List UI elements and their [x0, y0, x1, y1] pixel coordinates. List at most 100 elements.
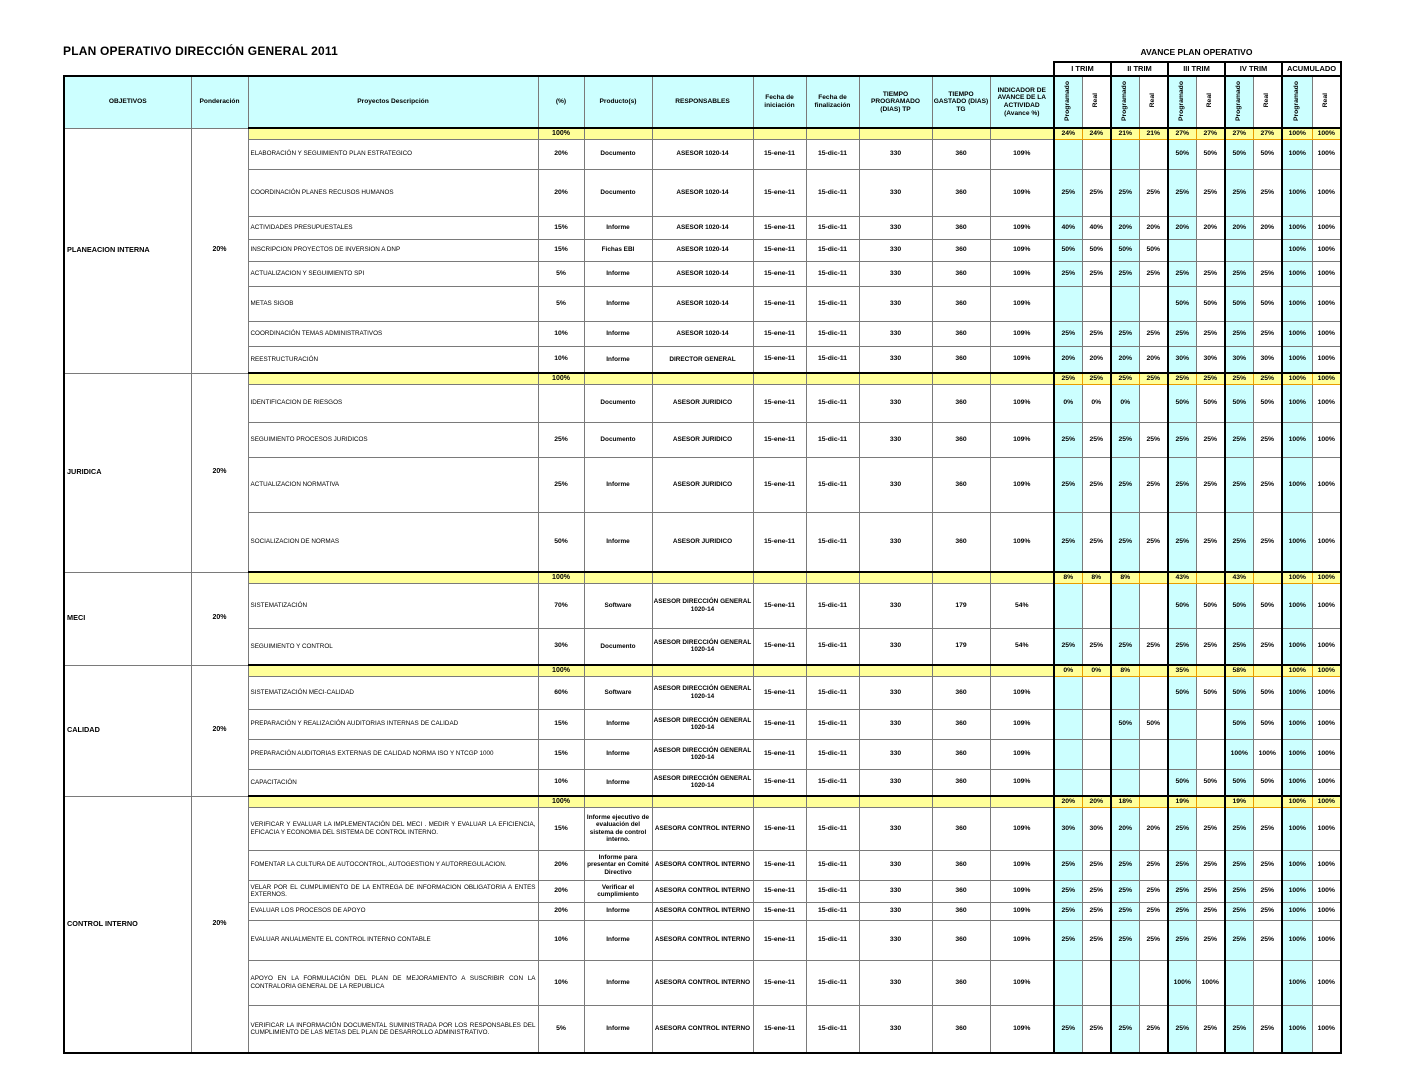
column-header: OBJETIVOS: [63, 75, 192, 129]
project-row: PREPARACIÓN AUDITORIAS EXTERNAS DE CALID…: [64, 738, 1343, 770]
tiempo-programado-cell: 330: [858, 138, 933, 170]
trim-value-cell: [1252, 238, 1283, 262]
subtotal-trim-value-cell: 21%: [1138, 127, 1169, 140]
trim-value-cell: 100%: [1252, 738, 1283, 770]
trim-value-cell: [1053, 708, 1083, 740]
ponderacion-cell: 20%: [190, 795, 249, 1054]
trim-value-cell: 100%: [1311, 901, 1343, 921]
trim-value-cell: 50%: [1195, 768, 1226, 797]
fecha-inicio-cell: 15-ene-11: [752, 138, 807, 170]
indicador-avance-cell: 109%: [989, 138, 1055, 170]
trim-value-cell: [1053, 959, 1083, 1006]
trim-value-cell: 25%: [1110, 901, 1140, 921]
fecha-inicio-cell: 15-ene-11: [752, 768, 807, 797]
producto-cell: Documento: [583, 383, 653, 423]
producto-cell: Informe: [583, 345, 653, 374]
pct-cell: 10%: [537, 768, 585, 797]
trim-value-cell: 50%: [1224, 285, 1254, 322]
programado-header: Programado: [1053, 75, 1083, 129]
subtotal-trim-value-cell: 19%: [1224, 795, 1254, 808]
trim-value-cell: 25%: [1195, 879, 1226, 903]
indicador-avance-cell: 109%: [989, 768, 1055, 797]
responsable-cell: ASESOR DIRECCIÓN GENERAL 1020-14: [651, 675, 754, 710]
project-description-cell: INSCRIPCION PROYECTOS DE INVERSION A DNP: [247, 238, 539, 262]
subtotal-desc-cell: [247, 795, 539, 808]
project-description-cell: ELABORACIÓN Y SEGUIMIENTO PLAN ESTRATEGI…: [247, 138, 539, 170]
trim-value-cell: [1138, 582, 1169, 629]
trim-value-cell: 25%: [1138, 919, 1169, 961]
fecha-fin-cell: 15-dic-11: [805, 345, 860, 374]
trim-value-cell: [1138, 138, 1169, 170]
subtotal-trim-value-cell: [1138, 664, 1169, 677]
subtotal-empty-cell: [989, 571, 1055, 584]
subtotal-pct-cell: 100%: [537, 372, 585, 385]
trim-value-cell: [1167, 738, 1197, 770]
fecha-inicio-cell: 15-ene-11: [752, 421, 807, 458]
trim-value-cell: [1081, 582, 1112, 629]
project-description-cell: REESTRUCTURACIÓN: [247, 345, 539, 374]
fecha-fin-cell: 15-dic-11: [805, 320, 860, 347]
project-description-cell: METAS SIGOB: [247, 285, 539, 322]
trim-value-cell: 25%: [1224, 320, 1254, 347]
indicador-avance-cell: 109%: [989, 901, 1055, 921]
trim-value-cell: 25%: [1053, 919, 1083, 961]
subtotal-trim-value-cell: 21%: [1110, 127, 1140, 140]
subtotal-trim-value-cell: 8%: [1110, 571, 1140, 584]
subtotal-empty-cell: [931, 372, 991, 385]
fecha-fin-cell: 15-dic-11: [805, 383, 860, 423]
responsable-cell: ASESOR JURIDICO: [651, 421, 754, 458]
indicador-avance-cell: 109%: [989, 849, 1055, 881]
trim-value-cell: 25%: [1110, 627, 1140, 666]
trim-value-cell: 25%: [1224, 901, 1254, 921]
pct-cell: 15%: [537, 738, 585, 770]
trim-value-cell: 25%: [1110, 849, 1140, 881]
tiempo-gastado-cell: 360: [931, 345, 991, 374]
fecha-fin-cell: 15-dic-11: [805, 1004, 860, 1054]
tiempo-gastado-cell: 360: [931, 708, 991, 740]
responsable-cell: ASESORA CONTROL INTERNO: [651, 879, 754, 903]
subtotal-empty-cell: [583, 127, 653, 140]
trim-value-cell: 25%: [1224, 260, 1254, 287]
subtotal-trim-value-cell: 27%: [1252, 127, 1283, 140]
trim-value-cell: 25%: [1053, 879, 1083, 903]
fecha-inicio-cell: 15-ene-11: [752, 511, 807, 573]
trim-value-cell: 25%: [1138, 320, 1169, 347]
trim-value-cell: 100%: [1311, 738, 1343, 770]
subtotal-empty-cell: [805, 372, 860, 385]
trim-value-cell: [1110, 285, 1140, 322]
pct-cell: 25%: [537, 421, 585, 458]
subtotal-trim-value-cell: 43%: [1167, 571, 1197, 584]
fecha-inicio-cell: 15-ene-11: [752, 215, 807, 240]
project-description-cell: ACTUALIZACION Y SEGUIMIENTO SPI: [247, 260, 539, 287]
tiempo-gastado-cell: 360: [931, 320, 991, 347]
fecha-fin-cell: 15-dic-11: [805, 285, 860, 322]
tiempo-programado-cell: 330: [858, 215, 933, 240]
trim-value-cell: 100%: [1311, 511, 1343, 573]
tiempo-programado-cell: 330: [858, 768, 933, 797]
trim-value-cell: 50%: [1252, 675, 1283, 710]
plan-table: I TRIM II TRIM III TRIM IV TRIM ACUMULADO OBJ…: [63, 61, 1343, 1054]
tiempo-programado-cell: 330: [858, 959, 933, 1006]
trim-header-row: I TRIM II TRIM III TRIM IV TRIM ACUMULADO: [64, 61, 1343, 77]
trim-value-cell: 100%: [1281, 879, 1313, 903]
subtotal-trim-value-cell: 19%: [1167, 795, 1197, 808]
tiempo-gastado-cell: 360: [931, 919, 991, 961]
trim-value-cell: 50%: [1224, 708, 1254, 740]
trim-value-cell: 50%: [1167, 285, 1197, 322]
subtotal-trim-value-cell: 25%: [1110, 372, 1140, 385]
objective-cell: MECI: [63, 571, 192, 666]
trim-value-cell: 25%: [1053, 260, 1083, 287]
project-row: COORDINACIÓN TEMAS ADMINISTRATIVOS 10% Inf…: [64, 320, 1343, 347]
trim-value-cell: 25%: [1195, 849, 1226, 881]
trim-value-cell: 100%: [1311, 456, 1343, 513]
tiempo-gastado-cell: 360: [931, 768, 991, 797]
tiempo-gastado-cell: 360: [931, 383, 991, 423]
subtotal-empty-cell: [752, 664, 807, 677]
trim-value-cell: 100%: [1311, 345, 1343, 374]
tiempo-programado-cell: 330: [858, 456, 933, 513]
subtotal-trim-value-cell: [1195, 571, 1226, 584]
fecha-fin-cell: 15-dic-11: [805, 708, 860, 740]
fecha-fin-cell: 15-dic-11: [805, 738, 860, 770]
trim-value-cell: 50%: [1224, 383, 1254, 423]
subtotal-trim-value-cell: 43%: [1224, 571, 1254, 584]
